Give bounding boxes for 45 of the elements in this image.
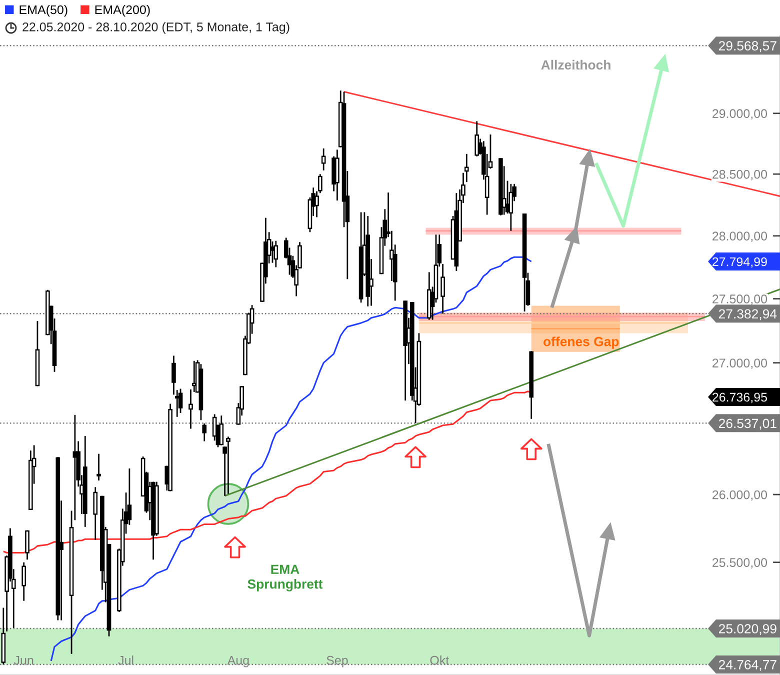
candlestick	[318, 173, 322, 194]
y-tick-label: 28.000,00	[712, 232, 768, 242]
point	[224, 536, 246, 558]
y-tick-label: 25.500,00	[712, 558, 768, 568]
candlestick	[474, 120, 480, 158]
y-tick-label: 29.000,00	[712, 109, 768, 120]
x-tick-label: Sep	[326, 656, 348, 668]
y-tick-label: 28.500,00	[712, 170, 768, 180]
ref-line-label: 29.568,57	[718, 41, 776, 52]
y-tick-label: 27.500,00	[712, 294, 768, 305]
candlestick	[22, 562, 26, 602]
candlestick	[321, 148, 326, 172]
candlestick	[93, 486, 98, 541]
candlestick	[174, 389, 180, 418]
y-tick-label: 26.736,95	[712, 392, 767, 404]
chart-subtitle: 22.05.2020 - 28.10.2020 (EDT, 5 Monate, 1 Tag)	[22, 22, 290, 34]
y-tick-label: 26.000,00	[712, 490, 768, 501]
ref-line-label: 26.537,01	[718, 418, 776, 430]
point	[520, 438, 542, 460]
annotation: offenes Gap	[543, 336, 619, 349]
candlestick	[440, 263, 445, 314]
candlestick	[96, 453, 101, 482]
x-tick-label: Okt	[430, 656, 450, 665]
legend-label: EMA(50)	[20, 5, 68, 17]
annotation: EMA Sprungbrett	[248, 564, 323, 592]
legend-label: EMA(200)	[95, 5, 150, 17]
x-tick-label: Jun	[14, 656, 34, 665]
candlestick	[464, 153, 469, 183]
candlestick	[274, 240, 278, 268]
point	[404, 446, 427, 468]
annotation: Allzeithoch	[541, 60, 610, 70]
y-tick-label: 27.000,00	[712, 358, 768, 369]
y-tick-label: 27.794,99	[712, 257, 767, 268]
candlestick	[188, 388, 193, 430]
candlestick	[178, 388, 183, 414]
ref-line-label: 27.382,94	[718, 309, 777, 320]
ref-line-label: 25.020,99	[718, 624, 776, 635]
candlestick	[25, 530, 30, 560]
candlestick	[202, 422, 207, 442]
candlestick	[314, 190, 319, 218]
candlestick	[226, 436, 230, 495]
x-tick-label: Jul	[118, 656, 134, 665]
ref-line-label: 24.764,77	[718, 660, 776, 671]
x-tick-label: Aug	[227, 656, 249, 668]
candlestick	[172, 355, 176, 396]
